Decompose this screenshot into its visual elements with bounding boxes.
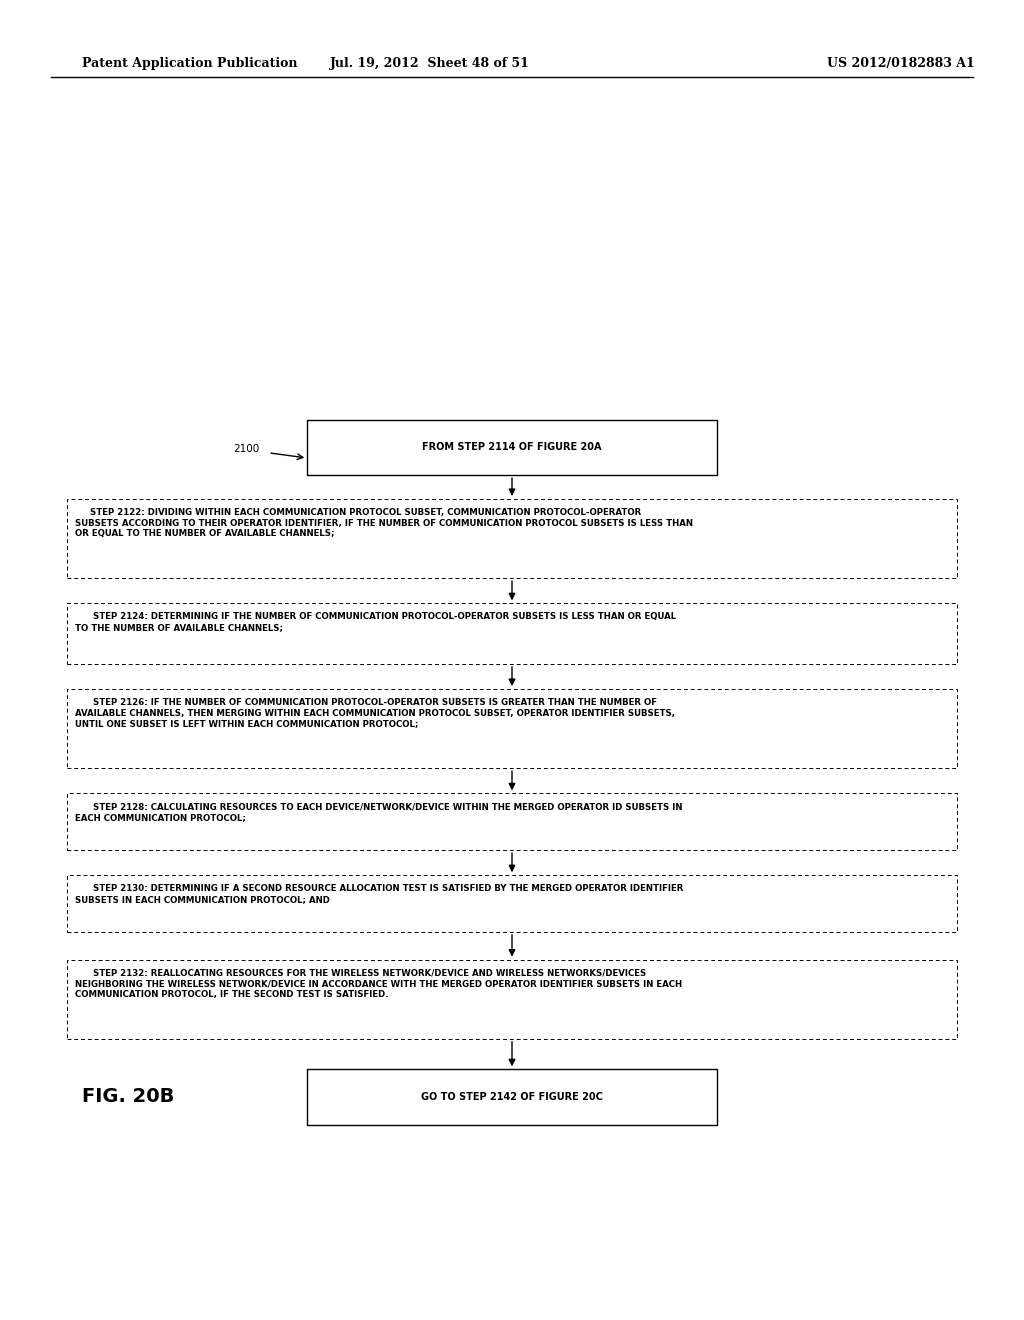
Text: STEP 2132: REALLOCATING RESOURCES FOR THE WIRELESS NETWORK/DEVICE AND WIRELESS N: STEP 2132: REALLOCATING RESOURCES FOR TH…: [75, 969, 682, 999]
Text: FIG. 20B: FIG. 20B: [82, 1088, 174, 1106]
Text: STEP 2130: DETERMINING IF A SECOND RESOURCE ALLOCATION TEST IS SATISFIED BY THE : STEP 2130: DETERMINING IF A SECOND RESOU…: [75, 884, 683, 904]
Text: STEP 2122: DIVIDING WITHIN EACH COMMUNICATION PROTOCOL SUBSET, COMMUNICATION PRO: STEP 2122: DIVIDING WITHIN EACH COMMUNIC…: [75, 508, 693, 539]
Text: STEP 2128: CALCULATING RESOURCES TO EACH DEVICE/NETWORK/DEVICE WITHIN THE MERGED: STEP 2128: CALCULATING RESOURCES TO EACH…: [75, 803, 682, 822]
Text: 2100: 2100: [233, 444, 260, 454]
Text: STEP 2126: IF THE NUMBER OF COMMUNICATION PROTOCOL-OPERATOR SUBSETS IS GREATER T: STEP 2126: IF THE NUMBER OF COMMUNICATIO…: [75, 698, 675, 729]
Text: US 2012/0182883 A1: US 2012/0182883 A1: [827, 57, 975, 70]
Text: FROM STEP 2114 OF FIGURE 20A: FROM STEP 2114 OF FIGURE 20A: [422, 442, 602, 453]
Text: Patent Application Publication: Patent Application Publication: [82, 57, 297, 70]
Text: GO TO STEP 2142 OF FIGURE 20C: GO TO STEP 2142 OF FIGURE 20C: [421, 1092, 603, 1102]
Text: Jul. 19, 2012  Sheet 48 of 51: Jul. 19, 2012 Sheet 48 of 51: [330, 57, 530, 70]
Text: STEP 2124: DETERMINING IF THE NUMBER OF COMMUNICATION PROTOCOL-OPERATOR SUBSETS : STEP 2124: DETERMINING IF THE NUMBER OF …: [75, 612, 676, 632]
